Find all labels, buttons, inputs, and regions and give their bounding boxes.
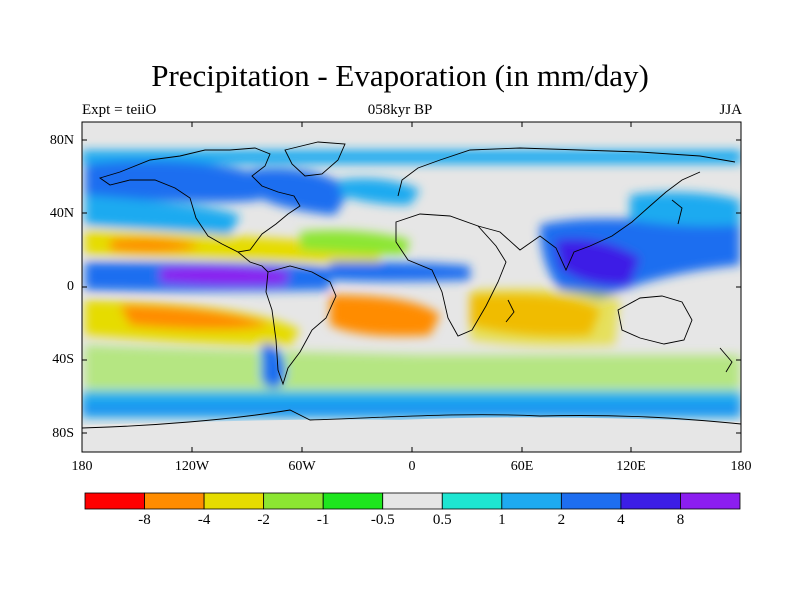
pe-field: [82, 122, 741, 452]
coast-africa: [395, 213, 507, 337]
colorbar-swatch: [382, 492, 443, 510]
coast-central-america: [237, 251, 269, 273]
colorbar-swatch: [680, 492, 741, 510]
map-title: Precipitation - Evaporation (in mm/day): [151, 58, 649, 93]
natl-sub: [300, 230, 410, 255]
arctic-band: [82, 150, 741, 164]
coast-australia: [617, 295, 693, 345]
lon-label-180e: 180: [730, 459, 752, 474]
coastlines: [82, 141, 741, 429]
coast-madagascar: [505, 299, 515, 323]
coast-south-america: [265, 265, 337, 386]
time-label: 058kyr BP: [367, 102, 433, 118]
coast-arabia-india: [477, 225, 591, 272]
lon-label-0: 0: [408, 459, 416, 474]
chile-storm: [262, 344, 285, 388]
lon-ticks: [191, 122, 632, 452]
coast-east-asia: [589, 171, 701, 247]
lon-label-60w: 60W: [288, 459, 316, 474]
colorbar-label: -0.5: [370, 512, 395, 528]
lon-label-120e: 120E: [616, 459, 646, 474]
coast-new-zealand: [719, 347, 733, 373]
sind-sub: [470, 288, 620, 347]
lat-label-0: 0: [67, 279, 74, 294]
colorbar-label: -8: [138, 512, 151, 528]
colorbar-swatch: [322, 492, 384, 510]
colorbar-label: 0.5: [432, 512, 452, 528]
npac-storm: [85, 160, 260, 203]
lon-label-120w: 120W: [174, 459, 210, 474]
colorbar-label: 4: [617, 512, 625, 528]
lat-label-80s: 80S: [52, 426, 74, 441]
lat-ticks: [82, 139, 741, 434]
colorbar-label: 2: [557, 512, 566, 528]
spac-dry-core: [120, 305, 270, 330]
colorbar-swatch: [144, 492, 205, 510]
coast-greenland: [284, 141, 346, 177]
lat-label-40s: 40S: [52, 352, 74, 367]
lat-label-40n: 40N: [49, 206, 74, 221]
colorbar: [84, 492, 741, 510]
coast-north-america: [98, 147, 301, 253]
npac-dry-core: [110, 238, 200, 253]
lon-label-60e: 60E: [510, 459, 534, 474]
colorbar-label: 8: [676, 512, 685, 528]
colorbar-swatch: [84, 492, 145, 510]
colorbar-swatch: [203, 492, 265, 510]
experiment-label: Expt = teiiO: [82, 102, 157, 118]
lon-label-180w: 180: [71, 459, 93, 474]
coast-antarctica: [82, 409, 741, 429]
s-midlat: [85, 345, 740, 399]
colorbar-swatch: [441, 492, 503, 510]
natl-storm: [250, 168, 350, 215]
coast-japan: [671, 199, 683, 225]
npac-sub: [85, 195, 240, 235]
monsoon-core: [555, 238, 640, 286]
coast-europe: [397, 147, 736, 197]
antarctica: [82, 417, 741, 452]
colorbar-label: 1: [498, 512, 506, 528]
itcz-atlantic: [330, 262, 470, 282]
nwpac-storm: [630, 192, 740, 227]
colorbar-swatch: [620, 492, 681, 510]
colorbar-label: -1: [316, 512, 330, 528]
colorbar-swatch: [501, 492, 562, 510]
colorbar-swatch: [560, 492, 622, 510]
lat-label-80n: 80N: [49, 133, 74, 148]
colorbar-swatch: [263, 492, 324, 510]
itcz-pacific-core: [160, 266, 290, 286]
satl-dry: [330, 295, 440, 337]
natl-east: [340, 178, 420, 205]
southern-ocean-core: [82, 405, 741, 413]
colorbar-label: -2: [257, 512, 270, 528]
colorbar-label: -4: [197, 512, 211, 528]
season-label: JJA: [719, 102, 742, 118]
